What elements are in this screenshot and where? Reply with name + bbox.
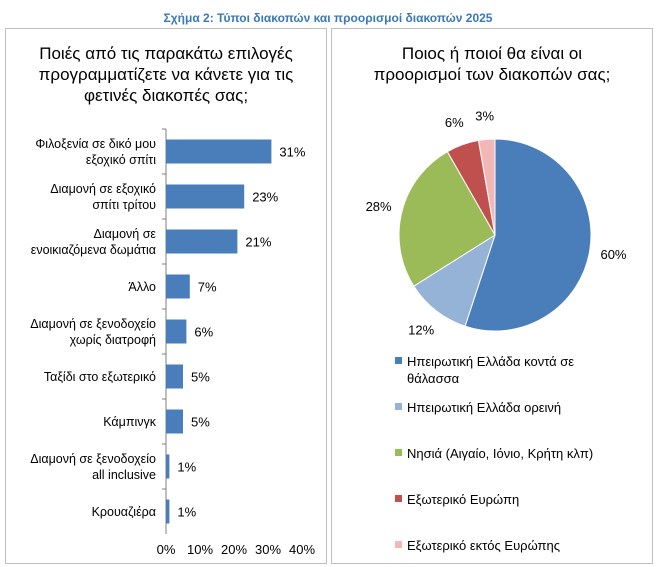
pie-slice xyxy=(477,138,496,236)
pie-chart-plot: 60% 12% 28% 6% 3% xyxy=(366,108,627,338)
bar-category-label-line: Κάμπινγκ xyxy=(103,414,156,429)
x-tick-label: 20% xyxy=(221,542,247,557)
bar-category-label: Κάμπινγκ xyxy=(6,414,156,430)
legend-label: Ηπειρωτική Ελλάδα ορεινή xyxy=(407,399,561,416)
bar-category-label-line: Φιλοξενία σε δικό μου xyxy=(35,136,156,151)
legend-label: Ηπειρωτική Ελλάδα κοντά σε θάλασσα xyxy=(407,353,574,387)
pie-slice xyxy=(464,138,592,332)
bar xyxy=(166,454,170,479)
bar-data-label: 31% xyxy=(279,145,305,160)
legend-swatch xyxy=(395,541,402,548)
bar-category-label: Διαμονή σε ξενοδοχείο all inclusive xyxy=(6,451,156,483)
bar-data-label: 5% xyxy=(191,370,210,385)
bar-category-label-line: ενοικιαζόμενα δωμάτια xyxy=(30,242,156,257)
bar-chart-panel: Ποιές από τις παρακάτω επιλογές προγραμμ… xyxy=(5,28,327,564)
pie-data-label: 12% xyxy=(408,323,434,338)
bar-category-label-line: Άλλο xyxy=(128,279,156,294)
bar-category-label: Ταξίδι στο εξωτερικό xyxy=(6,369,156,385)
pie-chart-panel: Ποιος ή ποιοί θα είναι οι προορισμοί των… xyxy=(331,28,653,564)
bar-chart-plot: 31% 23% 21% 7% 6% 5% 5% 1% 1% 0% 10% 20% 30% 40% xyxy=(157,128,315,557)
bar-category-label-line: all inclusive xyxy=(92,467,156,482)
bar-chart-title-line: προγραμματίζετε να κάνετε για τις xyxy=(38,65,294,84)
bar-chart-title-line: Ποιές από τις παρακάτω επιλογές xyxy=(39,44,293,63)
legend-label: Νησιά (Αιγαίο, Ιόνιο, Κρήτη κλπ) xyxy=(407,445,593,462)
bar-category-label: Διαμονή σε ξενοδοχείο χωρίς διατροφή xyxy=(6,316,156,348)
bar-category-label: Διαμονή σε ενοικιαζόμενα δωμάτια xyxy=(6,226,156,258)
legend-label-line: Εξωτερικό εκτός Ευρώπης xyxy=(407,538,560,553)
bar xyxy=(166,319,187,344)
pie-slice xyxy=(413,233,496,327)
legend-swatch xyxy=(395,495,402,502)
bar xyxy=(166,499,170,524)
legend-label-line: Εξωτερικό Ευρώπη xyxy=(407,492,520,507)
pie-data-label: 6% xyxy=(445,115,464,130)
bar-category-label-line: Διαμονή σε εξοχικό xyxy=(50,181,156,196)
x-tick-label: 40% xyxy=(289,542,315,557)
bar-data-label: 1% xyxy=(177,505,196,520)
figure-title: Σχήμα 2: Τύποι διακοπών και προορισμοί δ… xyxy=(163,11,493,25)
bar-category-label-line: εξοχικό σπίτι xyxy=(85,152,156,167)
pie-data-label: 60% xyxy=(600,247,626,262)
legend-label-line: Ηπειρωτική Ελλάδα κοντά σε xyxy=(407,354,575,369)
bar-data-label: 5% xyxy=(191,415,210,430)
bar-data-label: 23% xyxy=(252,190,278,205)
bar-category-label-line: χωρίς διατροφή xyxy=(69,332,156,347)
legend-swatch xyxy=(395,357,402,364)
bar-data-label: 7% xyxy=(198,280,217,295)
legend-swatch xyxy=(395,449,402,456)
bar-data-label: 6% xyxy=(194,325,213,340)
pie-data-label: 28% xyxy=(366,199,392,214)
pie-chart-title-line: Ποιος ή ποιοί θα είναι οι xyxy=(401,44,583,63)
bar-category-label-line: Διαμονή σε ξενοδοχείο xyxy=(30,451,156,466)
bar-category-label: Κρουαζιέρα xyxy=(6,504,156,520)
legend-swatch xyxy=(395,403,402,410)
legend-label: Εξωτερικό εκτός Ευρώπης xyxy=(407,537,560,554)
bar xyxy=(166,139,272,164)
bar xyxy=(166,184,245,209)
pie-chart-title: Ποιος ή ποιοί θα είναι οι προορισμοί των… xyxy=(332,43,652,85)
legend-label-line: Νησιά (Αιγαίο, Ιόνιο, Κρήτη κλπ) xyxy=(407,446,594,461)
pie-data-label: 3% xyxy=(475,108,494,123)
legend-label-line: θάλασσα xyxy=(407,371,460,386)
bar-category-label-line: Κρουαζιέρα xyxy=(91,504,156,519)
bar-data-label: 1% xyxy=(177,460,196,475)
bar-category-label-line: Διαμονή σε xyxy=(93,226,156,241)
bar-chart-title-line: φετινές διακοπές σας; xyxy=(83,86,249,105)
bar-chart-title: Ποιές από τις παρακάτω επιλογές προγραμμ… xyxy=(6,43,326,106)
x-tick-label: 10% xyxy=(187,542,213,557)
bar xyxy=(166,409,183,434)
pie-slice xyxy=(398,150,496,287)
x-tick-label: 0% xyxy=(157,542,176,557)
bar-category-label-line: Ταξίδι στο εξωτερικό xyxy=(43,369,156,384)
bar-category-label-line: Διαμονή σε ξενοδοχείο xyxy=(30,316,156,331)
bar-category-label: Διαμονή σε εξοχικό σπίτι τρίτου xyxy=(6,181,156,213)
bar-category-label: Άλλο xyxy=(6,279,156,295)
bar-category-label: Φιλοξενία σε δικό μου εξοχικό σπίτι xyxy=(6,136,156,168)
bar-category-label-line: σπίτι τρίτου xyxy=(92,197,156,212)
bar xyxy=(166,274,190,299)
bar xyxy=(166,229,238,254)
bar-data-label: 21% xyxy=(245,235,271,250)
bar xyxy=(166,364,183,389)
legend-label: Εξωτερικό Ευρώπη xyxy=(407,491,519,508)
legend-label-line: Ηπειρωτική Ελλάδα ορεινή xyxy=(407,400,562,415)
x-tick-label: 30% xyxy=(255,542,281,557)
pie-chart-title-line: προορισμοί των διακοπών σας; xyxy=(373,65,611,84)
